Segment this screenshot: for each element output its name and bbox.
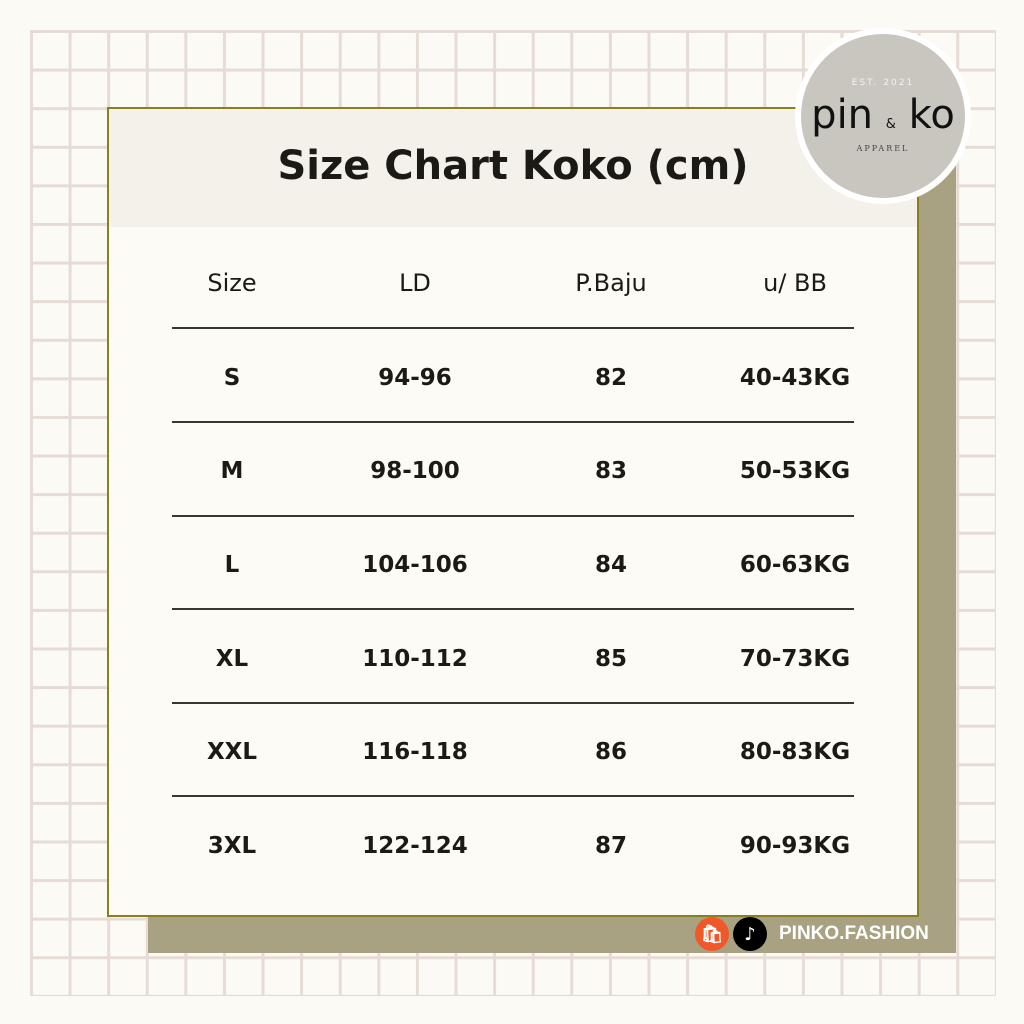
row-divider <box>172 795 854 797</box>
column-header: Size <box>207 269 257 297</box>
table-cell: XL <box>215 646 249 672</box>
table-cell: 70-73KG <box>739 646 851 672</box>
table-cell: 86 <box>594 739 627 765</box>
title-band: Size Chart Koko (cm) <box>109 109 917 227</box>
table-cell: S <box>223 365 241 391</box>
logo-amp: & <box>885 117 896 132</box>
logo-name: pin & ko <box>801 92 965 138</box>
brand-logo: EST. 2021 pin & ko APPAREL <box>795 28 971 204</box>
table-cell: 80-83KG <box>739 739 851 765</box>
social-handle: PINKO.FASHION <box>779 923 929 944</box>
shopee-icon[interactable]: 🛍 <box>695 917 729 951</box>
row-divider <box>172 702 854 704</box>
column-header: P.Baju <box>575 269 647 297</box>
logo-sub: APPAREL <box>856 144 910 153</box>
logo-est: EST. 2021 <box>851 78 915 88</box>
table-cell: 83 <box>594 458 627 484</box>
row-divider <box>172 515 854 517</box>
table-cell: 104-106 <box>362 552 468 578</box>
table-cell: 87 <box>594 833 627 859</box>
table-cell: M <box>220 458 244 484</box>
row-divider <box>172 421 854 423</box>
table-cell: 90-93KG <box>739 833 851 859</box>
table-cell: 116-118 <box>362 739 468 765</box>
table-cell: 94-96 <box>378 365 452 391</box>
column-header: u/ BB <box>763 269 827 297</box>
table-cell: 110-112 <box>362 646 468 672</box>
table-cell: 40-43KG <box>739 365 851 391</box>
row-divider <box>172 608 854 610</box>
table-cell: 3XL <box>207 833 257 859</box>
table-cell: 85 <box>594 646 627 672</box>
table-cell: 60-63KG <box>739 552 851 578</box>
row-divider <box>172 327 854 329</box>
table-cell: XXL <box>206 739 258 765</box>
table-cell: 82 <box>594 365 627 391</box>
table-cell: 122-124 <box>362 833 468 859</box>
table-cell: 84 <box>594 552 627 578</box>
page-title: Size Chart Koko (cm) <box>277 143 749 189</box>
logo-name-left: pin <box>811 92 874 138</box>
tiktok-icon[interactable]: ♪ <box>733 917 767 951</box>
table-cell: L <box>224 552 240 578</box>
column-header: LD <box>399 269 431 297</box>
table-cell: 98-100 <box>370 458 460 484</box>
logo-name-right: ko <box>908 92 955 138</box>
social-footer: 🛍 ♪ PINKO.FASHION <box>695 917 929 951</box>
table-cell: 50-53KG <box>739 458 851 484</box>
size-chart-card: Size Chart Koko (cm) Size LD P.Baju u/ BB S 9… <box>107 107 919 917</box>
